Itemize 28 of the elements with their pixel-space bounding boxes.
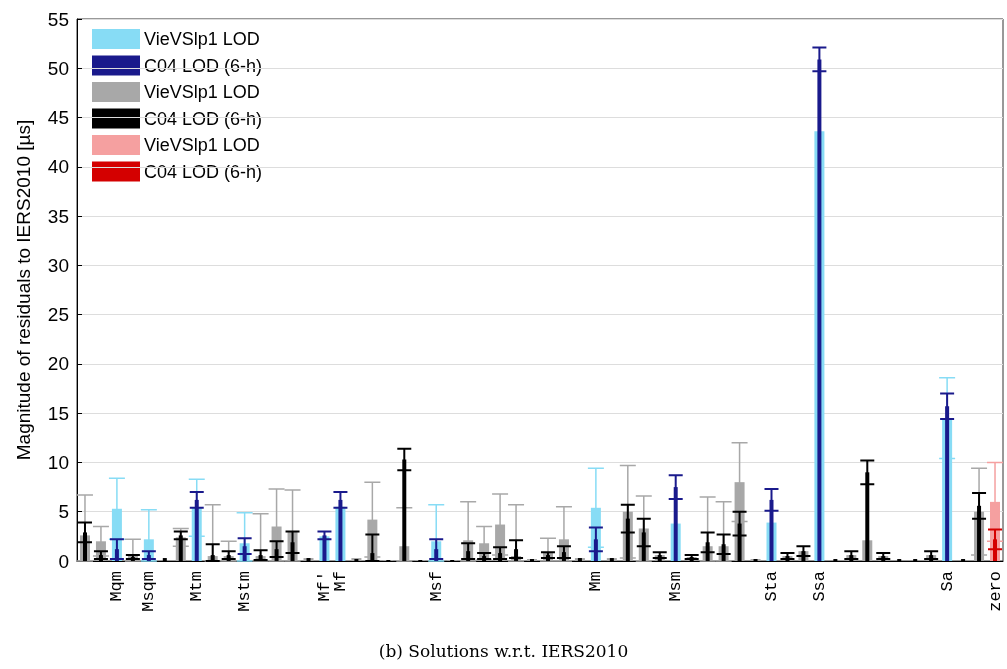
x-tick-label: Mqm bbox=[107, 571, 127, 602]
y-tick-label: 45 bbox=[47, 107, 69, 129]
x-tick-label: Mm bbox=[586, 571, 606, 592]
y-tick-label: 20 bbox=[47, 353, 69, 375]
y-tick-label: 50 bbox=[47, 57, 69, 79]
x-tick-label: Mstm bbox=[235, 571, 255, 612]
y-tick-label: 5 bbox=[58, 501, 69, 523]
x-tick-label: Sa bbox=[937, 571, 957, 592]
legend-label: VieVSlp1 LOD bbox=[144, 135, 260, 155]
y-tick-label: 10 bbox=[47, 451, 69, 473]
x-tick-label: Mtm bbox=[187, 571, 207, 602]
text: (b) Solutions w.r.t. IERS2010 bbox=[378, 640, 629, 661]
y-axis-title: Magnitude of residuals to IERS2010 [µs] bbox=[13, 119, 34, 461]
y-tick-label: 0 bbox=[58, 550, 69, 572]
y-tick-label: 55 bbox=[47, 8, 69, 30]
x-tick-label: Msqm bbox=[139, 571, 159, 612]
x-tick-label: Sta bbox=[762, 571, 781, 602]
legend-label: VieVSlp1 LOD bbox=[144, 82, 260, 102]
x-tick-label: Msf bbox=[426, 571, 446, 602]
y-tick-label: 15 bbox=[47, 402, 69, 424]
legend-label: VieVSlp1 LOD bbox=[144, 29, 260, 49]
y-tick-label: 25 bbox=[47, 304, 69, 326]
y-tick-label: 30 bbox=[47, 254, 69, 276]
x-tick-label: Msm bbox=[666, 571, 686, 602]
x-tick-label: Ssa bbox=[809, 571, 829, 602]
y-tick-label: 35 bbox=[47, 205, 69, 227]
x-tick-label: zero bbox=[985, 571, 1005, 612]
y-tick-label: 40 bbox=[47, 156, 69, 178]
